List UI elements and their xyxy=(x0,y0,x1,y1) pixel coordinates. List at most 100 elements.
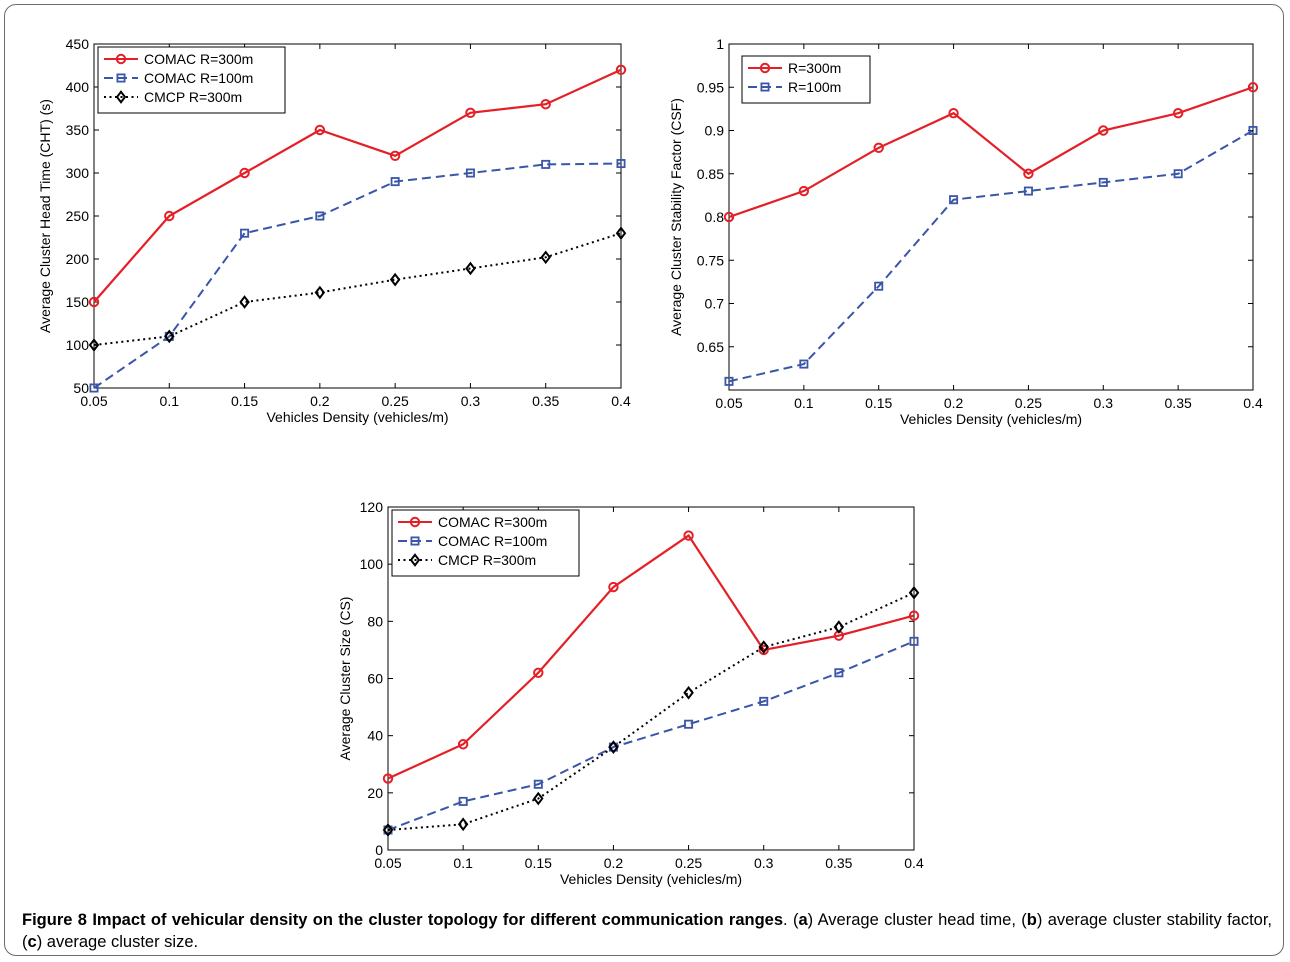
series-line xyxy=(728,86,1254,219)
x-tick-label: 0.05 xyxy=(715,395,742,411)
data-point xyxy=(540,250,551,265)
legend-label: CMCP R=300m xyxy=(438,552,536,568)
series-line xyxy=(93,68,622,303)
y-tick-label: 150 xyxy=(66,294,90,310)
legend-label: CMCP R=300m xyxy=(144,89,242,105)
x-tick-label: 0.35 xyxy=(532,393,559,409)
y-tick-label: 300 xyxy=(66,165,90,181)
data-point xyxy=(683,530,694,541)
y-tick-label: 50 xyxy=(73,380,89,396)
y-tick-label: 0.65 xyxy=(697,339,724,355)
data-point xyxy=(164,329,175,344)
data-point xyxy=(88,338,100,352)
data-point xyxy=(799,359,809,369)
data-point xyxy=(615,64,627,76)
x-tick-label: 0.2 xyxy=(604,855,624,871)
y-tick-label: 0.75 xyxy=(697,252,724,268)
caption-text-c: ) average cluster size. xyxy=(36,933,199,951)
data-point xyxy=(465,168,475,178)
legend-box xyxy=(97,46,286,114)
data-point xyxy=(389,272,401,287)
y-tick-label: 0.9 xyxy=(705,123,725,139)
data-point xyxy=(382,773,394,784)
data-point xyxy=(873,142,884,154)
x-axis-label: Vehicles Density (vehicles/m) xyxy=(560,871,742,887)
caption-title: Impact of vehicular density on the clust… xyxy=(92,911,784,929)
x-tick-label: 0.25 xyxy=(1015,395,1042,411)
data-point xyxy=(457,817,469,832)
x-tick-label: 0.05 xyxy=(80,393,107,409)
data-point xyxy=(465,261,476,276)
data-point xyxy=(874,281,884,291)
x-tick-label: 0.15 xyxy=(525,855,552,871)
data-point xyxy=(533,791,544,806)
caption-text-b: ) average cluster stability factor, ( xyxy=(22,911,1273,951)
x-tick-label: 0.1 xyxy=(160,393,180,409)
data-point xyxy=(758,640,769,654)
data-point xyxy=(834,668,844,678)
legend-label: R=300m xyxy=(788,60,841,76)
data-point xyxy=(1172,108,1184,119)
data-point xyxy=(458,796,468,806)
data-point xyxy=(164,210,175,222)
legend-marker xyxy=(116,73,126,83)
y-tick-label: 40 xyxy=(367,728,383,744)
caption-letter-c: c xyxy=(27,933,37,951)
x-tick-label: 0.05 xyxy=(374,855,401,871)
data-point xyxy=(390,177,400,187)
y-tick-label: 60 xyxy=(367,671,383,687)
data-point xyxy=(457,739,469,750)
data-point xyxy=(909,636,919,646)
legend-box xyxy=(391,509,580,577)
data-point xyxy=(315,211,325,221)
data-point xyxy=(465,107,476,119)
figure-frame xyxy=(4,4,1284,956)
x-tick-label: 0.3 xyxy=(461,393,481,409)
data-point xyxy=(683,685,694,700)
y-axis-label: Average Cluster Size (CS) xyxy=(337,597,353,761)
x-tick-label: 0.25 xyxy=(382,393,409,409)
y-tick-label: 100 xyxy=(360,556,384,572)
data-point xyxy=(684,719,694,729)
y-tick-label: 0.8 xyxy=(705,209,725,225)
y-axis-label: Average Cluster Stability Factor (CSF) xyxy=(668,98,684,336)
x-tick-label: 0.3 xyxy=(1094,395,1114,411)
series-line xyxy=(93,162,622,389)
series-line xyxy=(387,534,915,780)
data-point xyxy=(1173,169,1183,179)
data-point xyxy=(239,167,250,179)
legend-marker xyxy=(115,90,127,104)
data-point xyxy=(533,667,544,678)
data-point xyxy=(540,99,551,110)
data-point xyxy=(759,696,769,706)
y-tick-label: 200 xyxy=(66,251,90,267)
x-tick-label: 0.3 xyxy=(754,855,774,871)
data-point xyxy=(240,228,250,238)
caption-period: . ( xyxy=(783,911,799,929)
data-point xyxy=(723,211,735,223)
y-axis-label: Average Cluster Head Time (CHT) (s) xyxy=(37,99,53,333)
data-point xyxy=(314,124,326,136)
legend-marker xyxy=(760,82,770,92)
series-line xyxy=(387,640,915,831)
figure-caption: Figure 8 Impact of vehicular density on … xyxy=(22,909,1272,953)
x-tick-label: 0.1 xyxy=(794,395,814,411)
y-tick-label: 0.85 xyxy=(697,166,724,182)
data-point xyxy=(798,185,810,197)
data-point xyxy=(908,610,920,621)
x-tick-label: 0.15 xyxy=(231,393,258,409)
y-tick-label: 0.7 xyxy=(705,296,725,312)
data-point xyxy=(1098,177,1108,187)
series-line xyxy=(728,129,1254,383)
caption-label: Figure 8 xyxy=(22,911,87,929)
data-point xyxy=(389,150,401,162)
chart-cluster-stability-factor: 0.05 0.1 0.15 0.2 0.25 0.3 0.35 0.4 0.65 0.7 0.75 0… xyxy=(668,36,1263,427)
data-point xyxy=(239,295,250,309)
y-tick-label: 0 xyxy=(375,842,383,858)
legend-label: COMAC R=300m xyxy=(144,51,253,67)
x-tick-label: 0.2 xyxy=(944,395,964,411)
data-point xyxy=(758,644,769,656)
data-point xyxy=(314,285,326,300)
chart-cluster-head-time: 0.05 0.1 0.15 0.2 0.25 0.3 0.35 0.4 50 100 150 200 2… xyxy=(37,36,631,425)
y-tick-label: 1 xyxy=(716,36,724,52)
